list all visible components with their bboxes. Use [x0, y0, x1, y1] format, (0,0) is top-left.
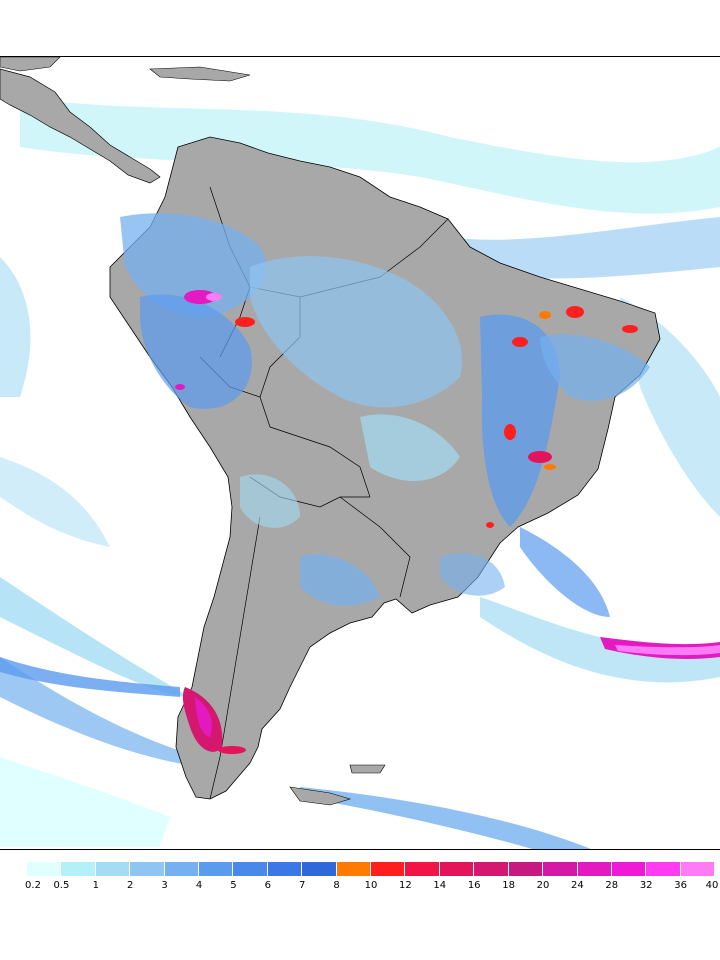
- precipitation-map: [0, 56, 720, 850]
- legend-tick-label: 0.5: [53, 880, 70, 891]
- legend-colorbar: [27, 862, 716, 876]
- legend-tick-label: 28: [605, 880, 619, 891]
- legend-tick-label: 40: [705, 880, 719, 891]
- legend-swatch: [680, 862, 716, 876]
- legend-swatch: [199, 862, 234, 876]
- map-canvas: [0, 57, 720, 849]
- legend-tick-label: 6: [264, 880, 271, 891]
- legend-swatch: [371, 862, 406, 876]
- legend-swatch: [61, 862, 96, 876]
- legend-swatch: [508, 862, 544, 876]
- legend-tick-label: 10: [364, 880, 378, 891]
- legend-tick-label: 1: [92, 880, 99, 891]
- legend-tick-label: 8: [333, 880, 340, 891]
- legend-labels: 0.2 0.5 1 2 3 4 5 6 7 8 10 12 14 16 18 20 24 28 32 36 40: [0, 880, 720, 894]
- legend-tick-label: 36: [674, 880, 687, 891]
- legend-tick-label: 18: [502, 880, 515, 891]
- legend-swatch: [611, 862, 647, 876]
- legend-swatch: [164, 862, 200, 876]
- legend-tick-label: 3: [161, 880, 168, 891]
- legend-swatch: [405, 862, 440, 876]
- legend-tick-label: 4: [195, 880, 203, 891]
- legend-swatch: [302, 862, 337, 876]
- legend-swatch: [439, 862, 475, 876]
- heavy-precip-cores: [175, 290, 720, 754]
- legend-swatch: [130, 862, 165, 876]
- legend-swatch: [95, 862, 131, 876]
- legend-swatch: [646, 862, 681, 876]
- legend-swatch: [233, 862, 268, 876]
- legend-tick-label: 7: [299, 880, 306, 891]
- legend-swatch: [577, 862, 612, 876]
- legend-swatch: [27, 862, 62, 876]
- legend-tick-label: 14: [433, 880, 447, 891]
- legend-tick-label: 16: [467, 880, 481, 891]
- legend-tick-label: 0.2: [25, 880, 41, 891]
- legend-swatch: [267, 862, 303, 876]
- legend-tick-label: 32: [639, 880, 653, 891]
- pacific-streak: [0, 657, 180, 697]
- legend-tick-label: 2: [127, 880, 134, 891]
- legend-swatch: [336, 862, 372, 876]
- central-america-land: [0, 57, 251, 184]
- ocean-precip-layer: [0, 97, 720, 849]
- legend-swatch: [474, 862, 509, 876]
- legend-swatch: [543, 862, 578, 876]
- legend-tick-label: 5: [230, 880, 237, 891]
- land-precip-layer: [120, 213, 650, 606]
- legend-tick-label: 24: [571, 880, 584, 891]
- legend-tick-label: 20: [536, 880, 550, 891]
- legend-tick-label: 12: [399, 880, 412, 891]
